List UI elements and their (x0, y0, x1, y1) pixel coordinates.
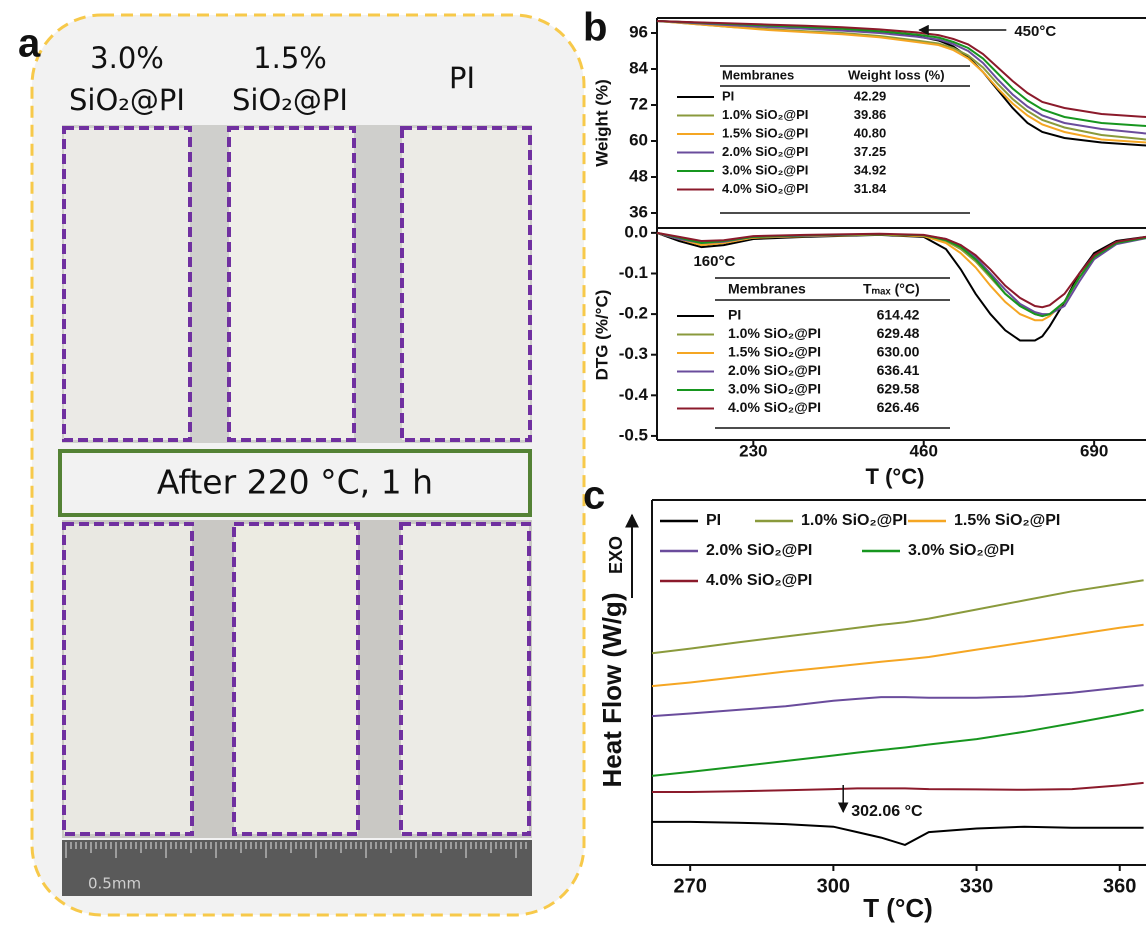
table-name: 1.0% SiO₂@PI (722, 107, 808, 122)
table-value: 629.58 (877, 381, 920, 397)
table-header: Tₘₐₓ (°C) (863, 281, 920, 297)
table-value: 42.29 (854, 88, 887, 103)
x-tick-label: 360 (1103, 875, 1136, 897)
panel-label: a (18, 22, 41, 66)
x-tick-label: 460 (910, 441, 938, 460)
table-name: 3.0% SiO₂@PI (728, 381, 821, 397)
table-name: PI (728, 307, 741, 323)
table-name: 1.5% SiO₂@PI (728, 344, 821, 360)
table-name: 1.0% SiO₂@PI (728, 325, 821, 341)
series-line (652, 781, 1144, 793)
x-tick-label: 330 (960, 875, 993, 897)
y-tick-label: 72 (629, 94, 648, 113)
x-axis-label: T (°C) (863, 893, 933, 923)
legend-label: 1.0% SiO₂@PI (801, 512, 907, 529)
column-header: SiO₂@PI (232, 83, 348, 117)
table-value: 626.46 (877, 399, 920, 415)
series-line (656, 20, 1146, 144)
y-axis-label: DTG (%/°C) (592, 290, 611, 381)
table-header: Membranes (722, 67, 794, 82)
column-header: 1.5% (253, 41, 327, 75)
legend-label: PI (706, 512, 721, 529)
x-tick-label: 300 (817, 875, 850, 897)
y-tick-label: -0.5 (619, 425, 648, 444)
y-tick-label: 96 (629, 22, 648, 41)
table-name: 4.0% SiO₂@PI (728, 399, 821, 415)
table-value: 630.00 (877, 344, 920, 360)
membrane (232, 522, 360, 836)
series-line (656, 20, 1146, 135)
legend-label: 3.0% SiO₂@PI (908, 542, 1014, 559)
caption-box (58, 449, 532, 517)
x-tick-label: 230 (739, 441, 767, 460)
series-line (656, 231, 1146, 342)
table-value: 34.92 (854, 162, 887, 177)
table-name: 3.0% SiO₂@PI (722, 162, 808, 177)
membrane (62, 126, 192, 442)
series-line (652, 820, 1144, 846)
table-header: Weight loss (%) (848, 67, 945, 82)
membrane (227, 126, 356, 442)
annotation: 450°C (1014, 23, 1056, 40)
table-value: 37.25 (854, 144, 887, 159)
y-tick-label: -0.3 (619, 344, 648, 363)
table-value: 39.86 (854, 107, 887, 122)
y-tick-label: -0.1 (619, 263, 648, 282)
series-line (651, 684, 1144, 718)
charts: 36 48 60 72 84 96 b Weight (%) Membranes Weight l… (583, 6, 1146, 923)
x-axis-label: T (°C) (866, 464, 925, 489)
panel-a: a 3.0% SiO₂@PI 1.5% SiO₂@PI PI After 220… (18, 13, 586, 917)
membrane (400, 126, 532, 442)
y-tick-label: -0.4 (619, 385, 649, 404)
ruler-label: 0.5mm (88, 875, 141, 893)
y-tick-label: 0.0 (624, 222, 648, 241)
legend-label: 4.0% SiO₂@PI (706, 572, 812, 589)
x-tick-label: 690 (1080, 441, 1108, 460)
table-value: 31.84 (854, 181, 887, 196)
series-line (651, 579, 1144, 655)
series-line (656, 231, 1146, 318)
table-value: 636.41 (877, 362, 920, 378)
legend-label: 2.0% SiO₂@PI (706, 542, 812, 559)
series-line (656, 20, 1146, 118)
y-axis-label: Weight (%) (592, 79, 611, 167)
table-value: 40.80 (854, 125, 887, 140)
series-line (656, 231, 1146, 309)
series-line (651, 623, 1144, 688)
series-line (656, 231, 1146, 316)
exo-label: EXO (606, 536, 626, 574)
membrane (399, 522, 531, 836)
column-header: SiO₂@PI (69, 83, 185, 117)
series-line (656, 231, 1146, 318)
y-tick-label: 48 (629, 166, 648, 185)
legend-label: 1.5% SiO₂@PI (954, 512, 1060, 529)
table-name: 1.5% SiO₂@PI (722, 125, 808, 140)
series-line (651, 708, 1144, 777)
panel-label: c (583, 474, 605, 518)
y-tick-label: 60 (629, 130, 648, 149)
y-axis-label: Heat Flow (W/g) (597, 593, 627, 788)
x-tick-label: 270 (673, 875, 706, 897)
table-name: 2.0% SiO₂@PI (728, 362, 821, 378)
column-header: 3.0% (90, 41, 164, 75)
table-value: 629.48 (877, 325, 920, 341)
table-name: 2.0% SiO₂@PI (722, 144, 808, 159)
panel-label: b (583, 6, 607, 50)
membrane (62, 522, 194, 836)
ruler (62, 840, 532, 896)
table-value: 614.42 (877, 307, 920, 323)
caption: After 220 °C, 1 h (157, 463, 433, 502)
ruler-ticks (65, 842, 527, 858)
column-header: PI (449, 61, 475, 95)
y-tick-label: 36 (629, 202, 648, 221)
annotation: 302.06 °C (851, 803, 923, 820)
table-header: Membranes (728, 281, 806, 297)
y-tick-label: -0.2 (619, 304, 648, 323)
table-name: 4.0% SiO₂@PI (722, 181, 808, 196)
table-name: PI (722, 88, 734, 103)
annotation: 160°C (693, 253, 735, 270)
y-tick-label: 84 (629, 58, 648, 77)
